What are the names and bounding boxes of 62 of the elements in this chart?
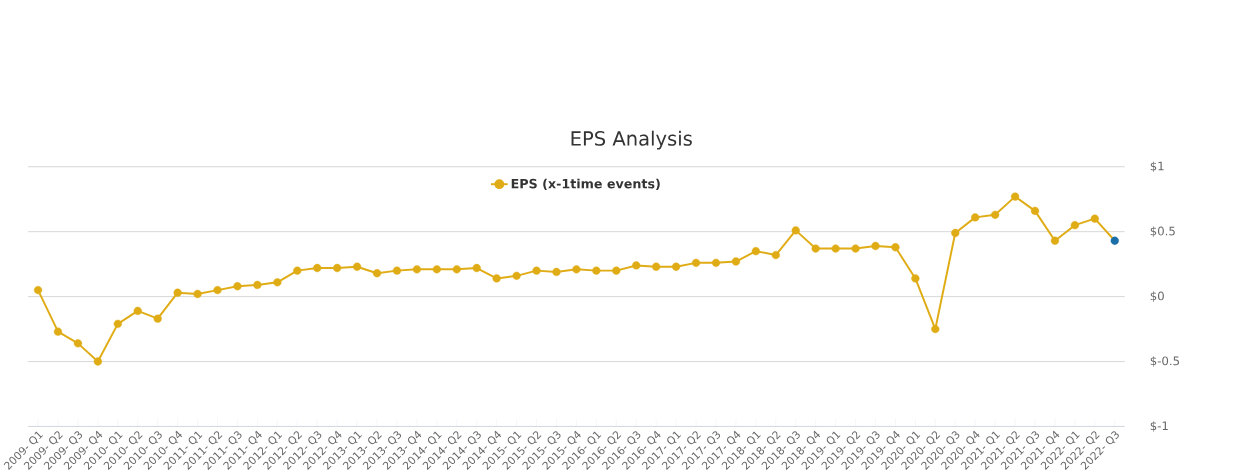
point	[333, 263, 342, 273]
point	[512, 271, 521, 280]
point	[352, 262, 362, 271]
point	[612, 266, 621, 275]
chart-title: EPS Analysis	[571, 130, 692, 150]
legend-label: EPS (x-1time events)	[511, 178, 660, 190]
point	[572, 265, 581, 274]
point	[392, 266, 402, 275]
point	[313, 263, 322, 273]
point	[951, 228, 960, 237]
point	[93, 357, 102, 366]
point	[592, 266, 601, 275]
point	[652, 262, 661, 271]
point	[173, 288, 182, 297]
point	[552, 267, 561, 276]
point	[492, 274, 501, 283]
point	[1010, 192, 1020, 201]
point	[472, 263, 481, 273]
point	[811, 244, 820, 253]
point	[372, 269, 382, 278]
point	[671, 262, 681, 271]
point	[193, 289, 202, 299]
point	[1110, 236, 1119, 245]
point	[1090, 214, 1099, 223]
point	[133, 306, 142, 315]
point	[53, 327, 63, 336]
point	[532, 266, 541, 275]
y-tick-label: $0.5	[1150, 226, 1175, 237]
point	[253, 280, 262, 289]
point	[731, 257, 741, 266]
point	[293, 266, 302, 275]
point	[871, 241, 880, 250]
point	[751, 246, 760, 256]
point	[452, 265, 461, 274]
point	[432, 265, 441, 274]
point	[273, 278, 282, 287]
y-tick-label: $1	[1150, 161, 1164, 172]
point	[991, 210, 1000, 219]
point	[1050, 236, 1060, 245]
point	[412, 265, 422, 274]
point	[711, 258, 721, 267]
y-tick-label: $-1	[1150, 421, 1168, 432]
point	[1070, 220, 1080, 230]
point	[632, 261, 641, 270]
point	[911, 274, 920, 283]
y-tick-label: $0	[1150, 291, 1164, 302]
y-tick-label: $-0.5	[1150, 356, 1180, 367]
point	[971, 213, 980, 222]
point	[831, 244, 840, 253]
point	[73, 339, 83, 348]
point	[1030, 206, 1040, 215]
point	[153, 314, 162, 323]
point	[113, 319, 122, 328]
point	[931, 324, 940, 334]
point	[791, 226, 800, 235]
point	[691, 258, 701, 267]
point	[233, 282, 242, 291]
point	[213, 285, 222, 295]
point	[851, 244, 860, 253]
point	[33, 285, 43, 295]
point	[891, 243, 900, 252]
point	[771, 250, 780, 260]
